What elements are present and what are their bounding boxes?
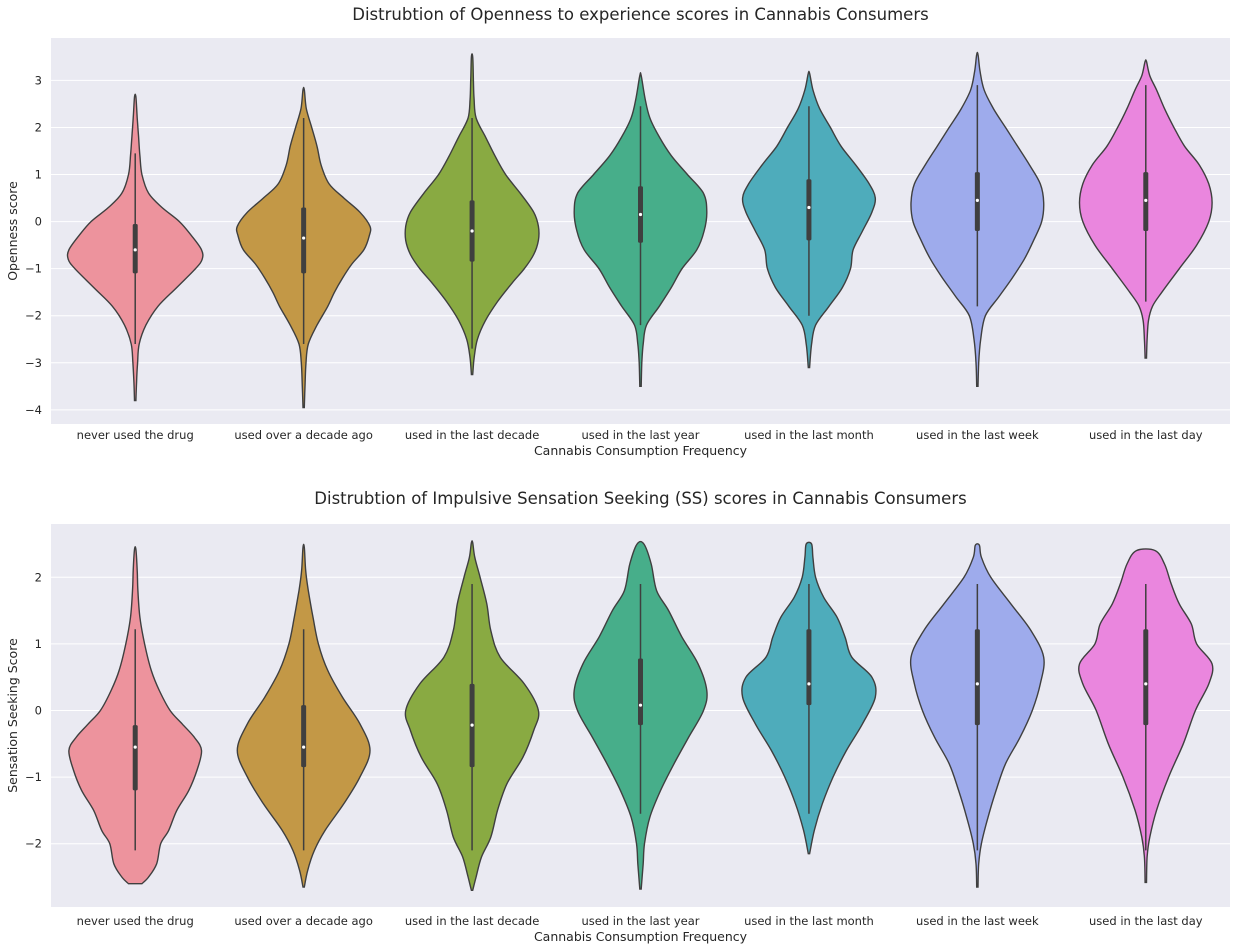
y-tick-label: −4 xyxy=(25,403,42,417)
y-tick-label: 0 xyxy=(35,704,42,718)
y-tick-label: 0 xyxy=(35,215,42,229)
y-tick-label: 2 xyxy=(35,570,42,584)
y-tick-label: −3 xyxy=(25,356,42,370)
x-category-label: used in the last year xyxy=(581,428,699,442)
violin-median-point xyxy=(470,723,474,727)
violin-iqr-box xyxy=(638,658,643,726)
x-category-label: used in the last decade xyxy=(405,914,540,928)
y-tick-label: −2 xyxy=(25,837,42,851)
violin-median-point xyxy=(133,745,137,749)
violin-median-point xyxy=(302,745,306,749)
violin-median-point xyxy=(807,205,811,210)
violin-iqr-box xyxy=(301,705,307,768)
y-tick-label: −1 xyxy=(25,262,42,276)
x-category-label: used over a decade ago xyxy=(234,914,372,928)
y-tick-label: 3 xyxy=(35,73,42,87)
violin-median-point xyxy=(975,682,979,686)
x-category-label: used in the last decade xyxy=(405,428,540,442)
violin-median-point xyxy=(638,703,643,707)
y-axis-label: Openness score xyxy=(5,181,20,281)
x-category-label: used in the last month xyxy=(744,914,874,928)
x-category-label: used in the last week xyxy=(916,428,1039,442)
x-category-label: used over a decade ago xyxy=(234,428,372,442)
chart-title: Distrubtion of Openness to experience sc… xyxy=(352,5,928,24)
violin-median-point xyxy=(975,198,979,203)
y-tick-label: 2 xyxy=(35,120,42,134)
violin-iqr-box xyxy=(806,179,812,241)
y-tick-label: 1 xyxy=(35,168,42,182)
openness-violin-chart: −4 −3 −2 −1 0 1 2 3 never used the drug used over… xyxy=(5,5,1230,458)
y-tick-label: −2 xyxy=(25,309,42,323)
violin-iqr-box xyxy=(1143,629,1149,726)
violin-iqr-box xyxy=(806,629,812,706)
x-category-label: used in the last month xyxy=(744,428,874,442)
violin-median-point xyxy=(807,682,811,686)
y-tick-label: 1 xyxy=(35,637,42,651)
y-tick-label: −1 xyxy=(25,770,42,784)
x-category-label: never used the drug xyxy=(77,428,194,442)
violin-median-point xyxy=(1144,198,1148,203)
chart-title: Distrubtion of Impulsive Sensation Seeki… xyxy=(314,489,966,508)
x-category-label: used in the last day xyxy=(1089,914,1203,928)
x-axis-label: Cannabis Consumption Frequency xyxy=(534,929,748,944)
violin-median-point xyxy=(302,236,306,240)
y-axis-label: Sensation Seeking Score xyxy=(5,638,20,793)
violin-median-point xyxy=(638,212,643,217)
x-axis-label: Cannabis Consumption Frequency xyxy=(534,443,748,458)
x-category-label: used in the last day xyxy=(1089,428,1203,442)
violin-median-point xyxy=(133,248,137,252)
violin-iqr-box xyxy=(974,629,980,726)
violin-iqr-box xyxy=(132,725,138,791)
violin-iqr-box xyxy=(301,207,307,274)
violin-median-point xyxy=(470,229,474,233)
x-category-label: never used the drug xyxy=(77,914,194,928)
x-category-label: used in the last year xyxy=(581,914,699,928)
violin-median-point xyxy=(1144,682,1148,686)
x-category-label: used in the last week xyxy=(916,914,1039,928)
sensation-seeking-violin-chart: −2 −1 0 1 2 never used the drug used over a de… xyxy=(5,489,1230,944)
